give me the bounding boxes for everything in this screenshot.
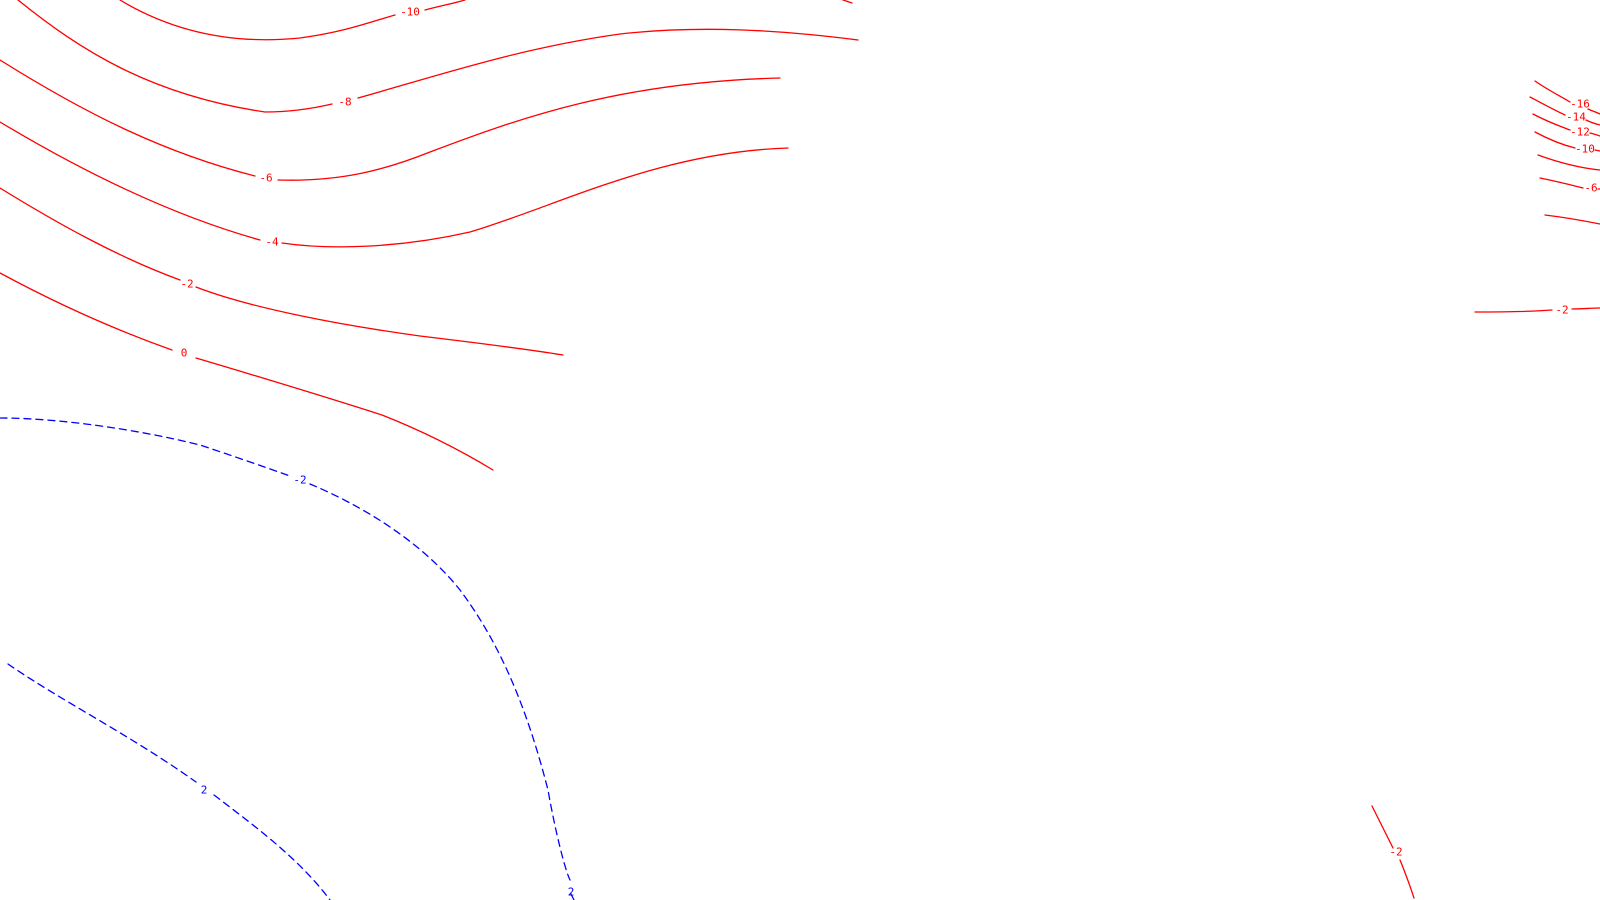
- contour-c-neg16-line: [1534, 80, 1600, 115]
- contour-a-neg10-label: -10: [400, 6, 420, 19]
- contour-c-neg10: -10: [1534, 131, 1600, 156]
- contour-a-zero-label: 0: [181, 347, 188, 360]
- contour-d-neg2-line: [1371, 805, 1415, 899]
- contour-a-neg8-label: -8: [338, 96, 351, 109]
- contour-c-neg14-label: -14: [1566, 111, 1586, 124]
- contour-c-neg2: -2: [1474, 304, 1600, 317]
- contour-a-neg6-label: -6: [259, 172, 272, 185]
- contour-b-dashed-lower-line: [7, 663, 331, 900]
- contour-b-dashed-upper-end: 2: [568, 886, 575, 900]
- contour-b-dashed-upper-end-line: [569, 891, 575, 900]
- contour-c-neg10-line: [1534, 131, 1600, 152]
- contour-b-dashed-upper-line: [0, 417, 571, 881]
- contour-c-neg14-line: [1529, 96, 1600, 126]
- contour-b-dashed-lower: 2: [7, 663, 331, 900]
- contour-a-zero-line: [0, 272, 494, 471]
- contour-c-unlabeled-2-line: [1544, 214, 1600, 225]
- contour-a-neg4: -4: [0, 121, 789, 249]
- contour-d-neg2-label: -2: [1389, 846, 1402, 859]
- contour-c-unlabeled-2: [1544, 214, 1600, 225]
- contour-c-neg16-label: -16: [1570, 98, 1590, 111]
- contour-a-neg2-line: [0, 187, 564, 356]
- contour-a-neg10-line: [119, 0, 466, 41]
- contour-b-dashed-upper-end-label: 2: [568, 886, 575, 899]
- contour-c-unlabeled-1: [1537, 154, 1600, 171]
- contour-c-neg14: -14: [1529, 96, 1600, 126]
- contour-a-neg10-top-right-fragment: [842, 0, 853, 4]
- contour-c-neg16: -16: [1534, 80, 1600, 115]
- contour-c-neg10-label: -10: [1575, 143, 1595, 156]
- contour-b-dashed-upper: -2: [0, 417, 571, 881]
- contour-c-neg6: -6: [1539, 177, 1600, 195]
- contour-c-unlabeled-1-line: [1537, 154, 1600, 171]
- contour-a-neg10-top-right-fragment-line: [842, 0, 853, 4]
- contour-c-neg12-label: -12: [1570, 126, 1590, 139]
- contour-c-neg12-line: [1532, 113, 1600, 137]
- contour-c-neg12: -12: [1532, 113, 1600, 139]
- contour-c-neg2-label: -2: [1555, 304, 1568, 317]
- contour-b-dashed-lower-label: 2: [201, 784, 208, 797]
- contour-a-neg4-label: -4: [265, 236, 279, 249]
- contour-a-zero: 0: [0, 272, 494, 471]
- contour-d-neg2: -2: [1371, 805, 1415, 899]
- contour-a-neg2: -2: [0, 187, 564, 356]
- contour-a-neg10: -10: [119, 0, 466, 41]
- contour-b-dashed-upper-label: -2: [293, 474, 306, 487]
- contour-a-neg8-line: [17, 0, 859, 113]
- contour-c-neg2-line: [1474, 307, 1600, 313]
- contour-a-neg8: -8: [17, 0, 859, 113]
- contour-a-neg6-line: [0, 59, 781, 181]
- contour-c-neg6-label: -6: [1584, 182, 1597, 195]
- contour-a-neg6: -6: [0, 59, 781, 185]
- contour-a-neg2-label: -2: [180, 278, 193, 291]
- contour-a-neg4-line: [0, 121, 789, 248]
